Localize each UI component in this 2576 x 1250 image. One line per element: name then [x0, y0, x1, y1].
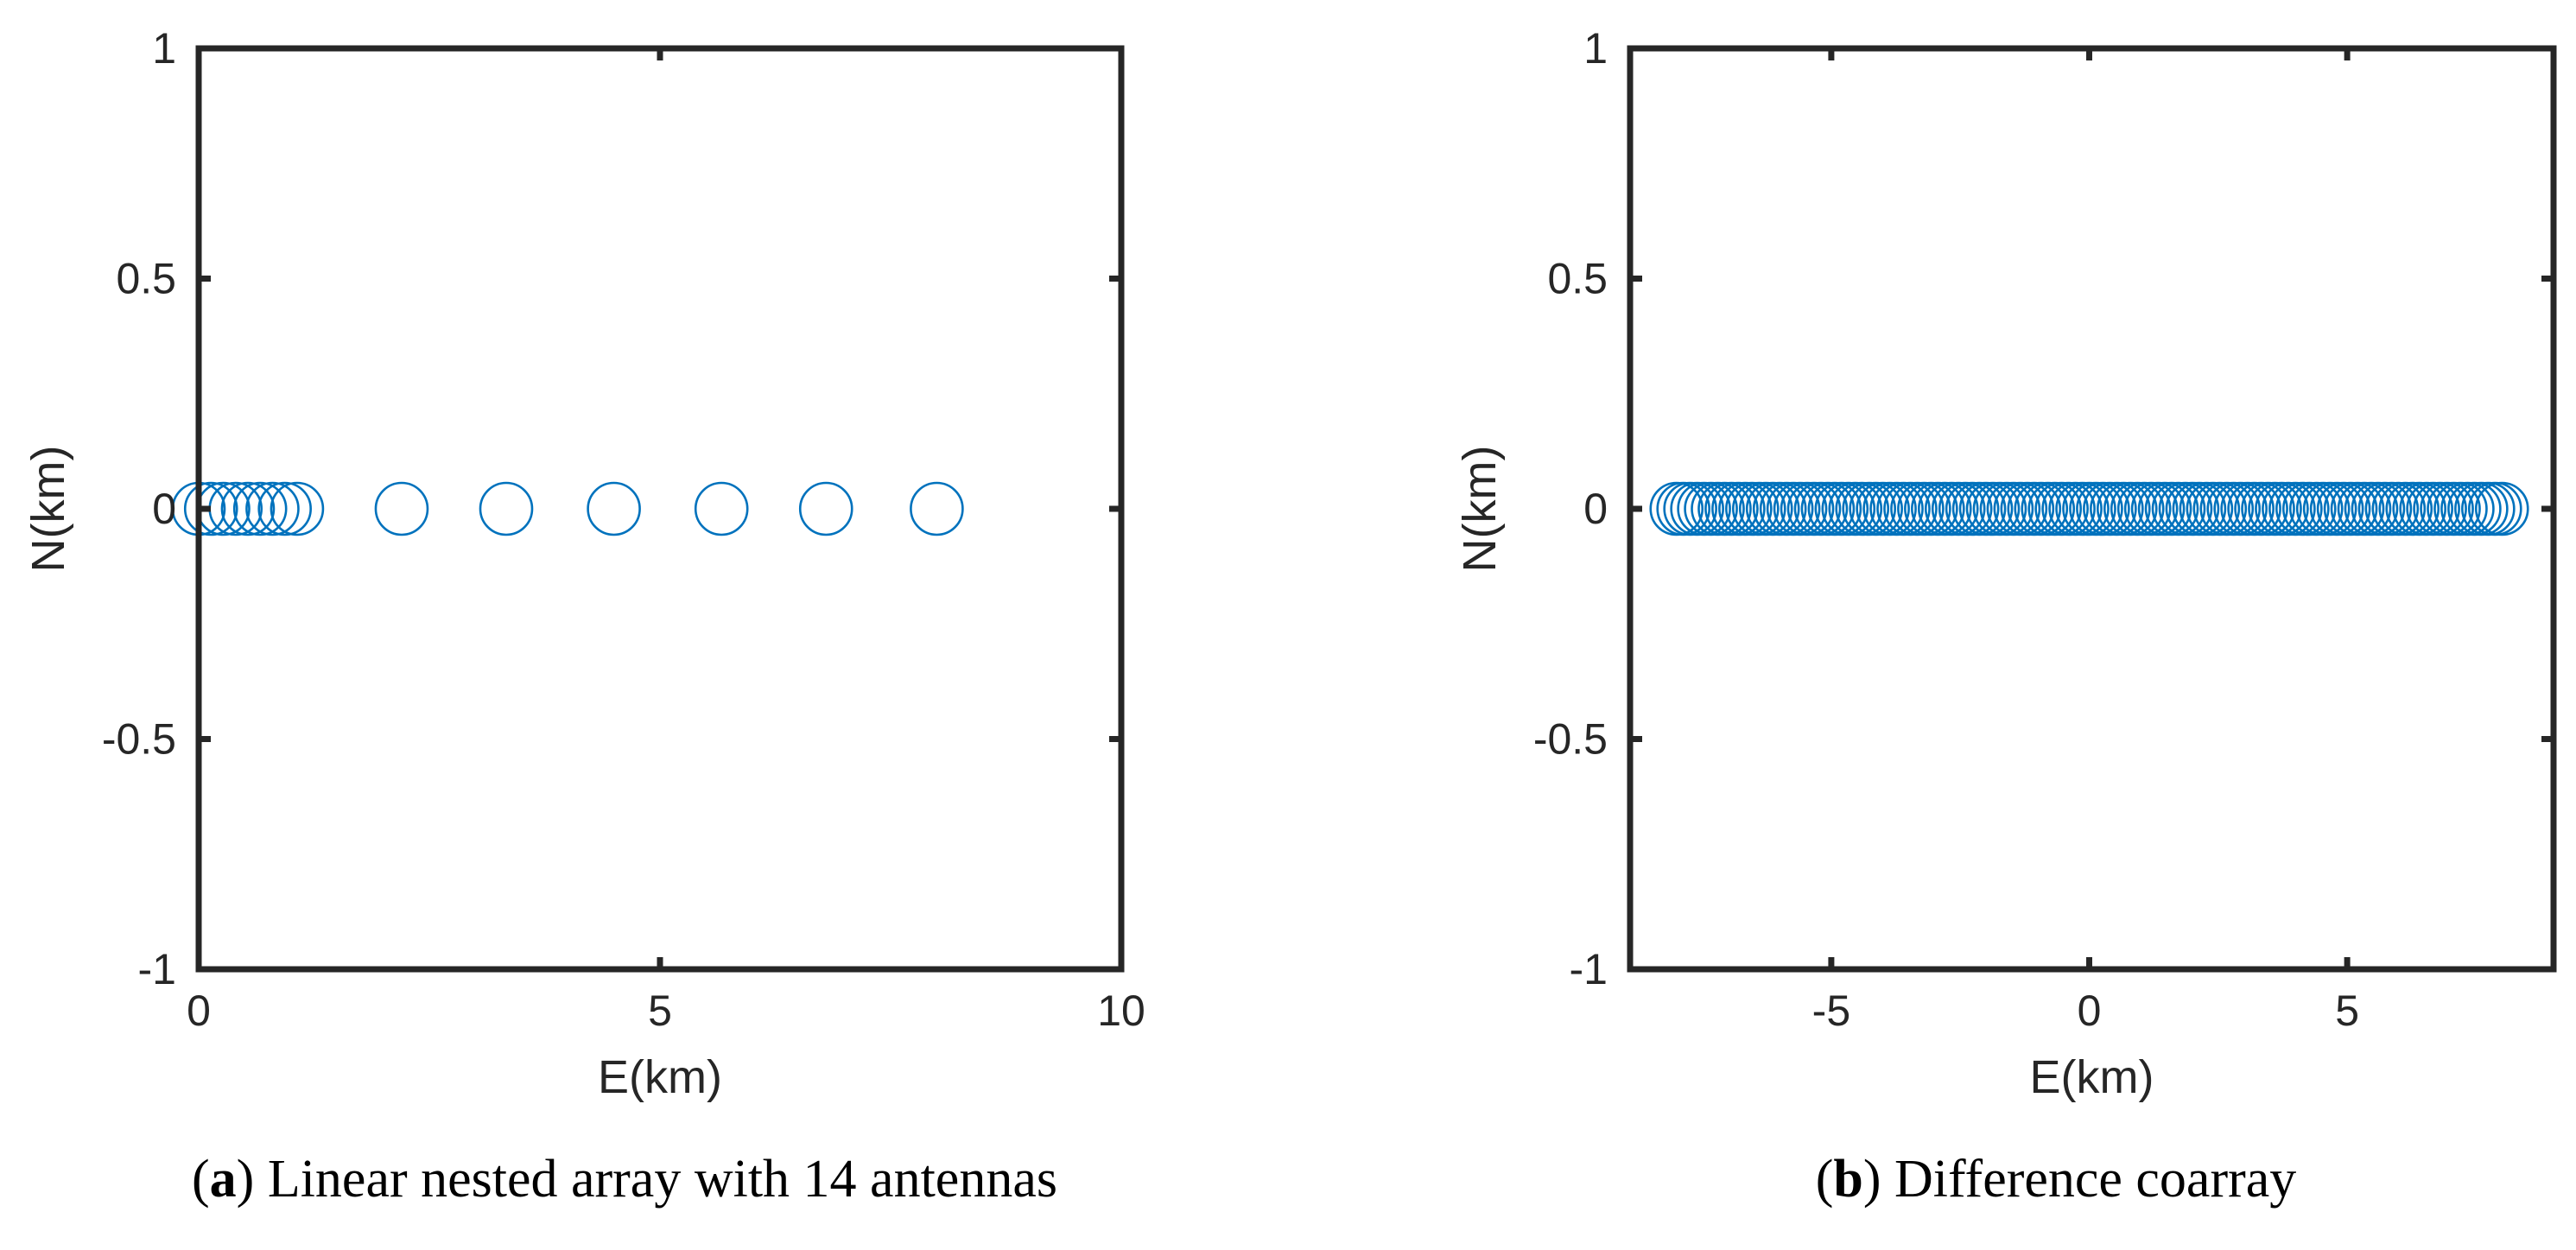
panel-b: -5 0 5 -1 -0.5 0 0.5 1 E(km) N(km) (b) Difference … [1454, 24, 2557, 1209]
y-tick-label: 0 [152, 485, 176, 533]
caption-close-paren: ) [1863, 1150, 1881, 1209]
data-point [798, 481, 853, 536]
data-points [171, 481, 964, 536]
y-tick-label: -0.5 [102, 715, 176, 764]
y-tick-label: 1 [1583, 24, 1608, 73]
x-tick-label: 10 [1097, 987, 1145, 1035]
caption-text: Difference coarray [1881, 1150, 2297, 1209]
data-point [694, 481, 749, 536]
data-point [910, 481, 964, 536]
caption-text: Linear nested array with 14 antennas [254, 1150, 1057, 1209]
x-tick-label: 5 [648, 987, 672, 1035]
y-tick-label: 0 [1583, 485, 1608, 533]
data-point [587, 481, 641, 536]
data-point [479, 481, 534, 536]
y-tick-label: 1 [152, 24, 176, 73]
caption-letter: a [210, 1150, 237, 1209]
panel-caption: (a) Linear nested array with 14 antennas [192, 1150, 1057, 1209]
data-point [245, 481, 300, 536]
y-axis-label: N(km) [1454, 446, 1506, 573]
data-point [374, 481, 429, 536]
caption-open-paren: ( [1816, 1150, 1834, 1209]
y-tick-label: 0.5 [1547, 255, 1608, 303]
panel-caption: (b) Difference coarray [1816, 1150, 2297, 1209]
x-tick-label: 0 [187, 987, 211, 1035]
data-point [257, 481, 312, 536]
y-tick-label: -1 [138, 945, 176, 993]
x-axis-label: E(km) [598, 1051, 722, 1103]
data-point [2474, 481, 2529, 536]
data-point [183, 481, 238, 536]
x-tick-label: -5 [1812, 987, 1850, 1035]
y-tick-label: 0.5 [116, 255, 176, 303]
caption-letter: b [1833, 1150, 1862, 1209]
y-axis-label: N(km) [22, 446, 74, 573]
y-tick-label: -0.5 [1533, 715, 1608, 764]
data-point [220, 481, 276, 536]
caption-open-paren: ( [192, 1150, 210, 1209]
y-tick-label: -1 [1570, 945, 1608, 993]
data-point [232, 481, 288, 536]
data-points [1649, 481, 2529, 536]
data-point [270, 481, 325, 536]
x-tick-label: 0 [2078, 987, 2102, 1035]
caption-close-paren: ) [237, 1150, 255, 1209]
panel-a: 0 5 10 -1 -0.5 0 0.5 1 E(km) N(km) (a) Linear nest… [22, 24, 1145, 1209]
x-tick-label: 5 [2335, 987, 2359, 1035]
x-axis-label: E(km) [2030, 1051, 2154, 1103]
